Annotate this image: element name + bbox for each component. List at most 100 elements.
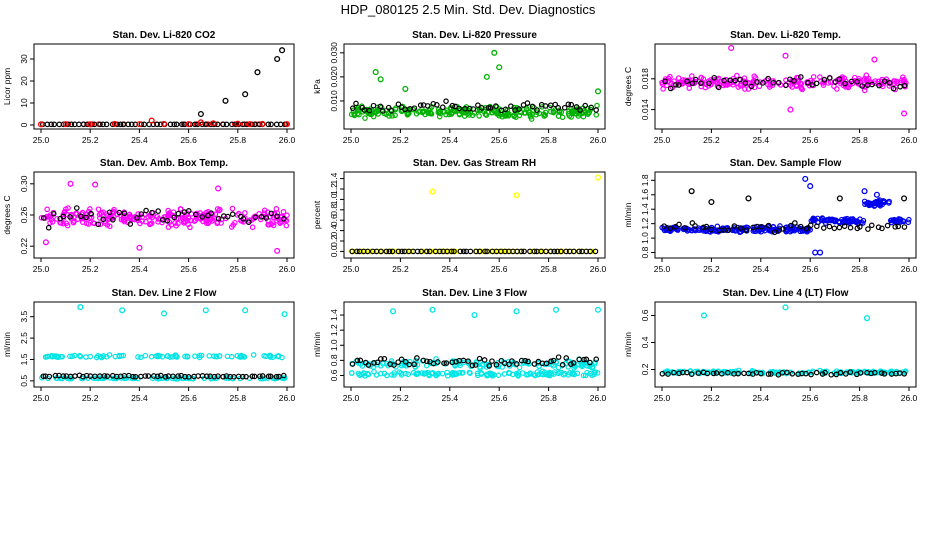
data-point: [371, 360, 377, 366]
chart-panel: Stan. Dev. Li-820 Temp. degrees C 0.014 0.0…: [623, 30, 918, 145]
data-point: [587, 359, 593, 366]
data-point: [686, 85, 693, 91]
data-point: [117, 121, 124, 128]
data-point: [807, 183, 814, 190]
data-point: [44, 206, 50, 213]
x-tick-label: 25.4: [131, 393, 148, 403]
y-axis-label: degrees C: [623, 67, 633, 106]
data-point: [851, 74, 858, 81]
data-point: [250, 352, 257, 358]
data-point: [214, 206, 221, 212]
data-point: [810, 216, 816, 223]
data-point: [469, 362, 476, 369]
data-point: [471, 312, 478, 319]
data-point: [787, 106, 794, 113]
data-point: [228, 353, 235, 360]
data-point: [477, 364, 483, 370]
data-point: [366, 107, 373, 114]
y-tick-label: 0.5: [19, 375, 29, 387]
data-point: [95, 221, 101, 228]
data-point: [483, 73, 490, 80]
data-point: [689, 80, 696, 87]
data-point: [388, 372, 395, 378]
data-point: [495, 372, 502, 378]
data-point: [576, 248, 582, 255]
data-point: [449, 102, 456, 109]
data-point: [841, 223, 848, 229]
data-point: [242, 91, 249, 98]
data-point: [571, 107, 577, 114]
data-point: [249, 373, 256, 380]
data-point: [878, 370, 885, 376]
chart-panel: Stan. Dev. Line 3 Flow ml/min 0.6 0.8 1.0 1.2…: [312, 288, 607, 403]
data-point: [280, 208, 287, 215]
data-point: [485, 105, 492, 111]
x-tick-label: 25.4: [442, 135, 459, 145]
data-point: [473, 359, 480, 365]
data-point: [802, 175, 809, 182]
data-point: [116, 209, 123, 216]
data-point: [424, 358, 430, 365]
data-point: [741, 370, 747, 377]
data-point: [708, 198, 715, 206]
data-point: [208, 216, 215, 222]
plot-frame: [654, 43, 917, 130]
data-point: [197, 110, 204, 118]
data-point: [245, 219, 252, 225]
data-point: [45, 224, 52, 231]
data-point: [563, 248, 569, 255]
data-point: [489, 358, 495, 364]
data-point: [831, 225, 838, 232]
data-point: [449, 372, 456, 378]
data-point: [684, 78, 690, 85]
y-axis-label: ml/min: [312, 332, 322, 357]
data-point: [349, 370, 355, 376]
data-point: [173, 353, 179, 360]
data-point: [173, 121, 180, 128]
data-point: [810, 74, 817, 80]
data-point: [216, 353, 223, 359]
data-point: [768, 371, 774, 377]
chart-panel: Stan. Dev. Gas Stream RH percent 0.00.20.4…: [312, 158, 607, 274]
data-point: [813, 369, 820, 376]
data-point: [529, 103, 536, 110]
data-point: [141, 121, 148, 128]
data-point: [573, 104, 580, 110]
data-point: [356, 372, 363, 378]
data-point: [692, 76, 699, 83]
plot-frame: [33, 301, 295, 388]
data-point: [842, 80, 848, 87]
data-point: [435, 370, 442, 377]
data-point: [165, 224, 172, 230]
data-point: [279, 47, 286, 54]
data-point: [901, 110, 908, 117]
data-point: [893, 78, 900, 85]
data-point: [354, 357, 361, 364]
data-point: [875, 224, 882, 231]
x-tick-label: 25.8: [540, 264, 557, 274]
data-point: [548, 108, 554, 115]
data-point: [521, 248, 527, 255]
data-point: [434, 360, 440, 366]
data-point: [538, 371, 544, 377]
data-point: [559, 114, 566, 121]
data-point: [872, 369, 878, 376]
data-point: [371, 368, 377, 375]
y-tick-label: 3.5: [19, 311, 29, 323]
data-point: [594, 88, 602, 95]
data-point: [676, 370, 682, 377]
x-tick-label: 25.2: [703, 135, 720, 145]
data-point: [395, 248, 402, 255]
data-point: [205, 220, 212, 226]
data-point: [444, 369, 450, 376]
data-point: [662, 78, 668, 85]
data-point: [765, 222, 772, 229]
data-point: [402, 85, 409, 92]
data-point: [40, 373, 47, 380]
data-point: [73, 205, 80, 211]
data-point: [374, 359, 381, 366]
data-point: [451, 248, 457, 255]
y-tick-label: 0.0: [329, 245, 339, 257]
x-tick-label: 25.4: [442, 264, 459, 274]
data-point: [274, 213, 280, 220]
